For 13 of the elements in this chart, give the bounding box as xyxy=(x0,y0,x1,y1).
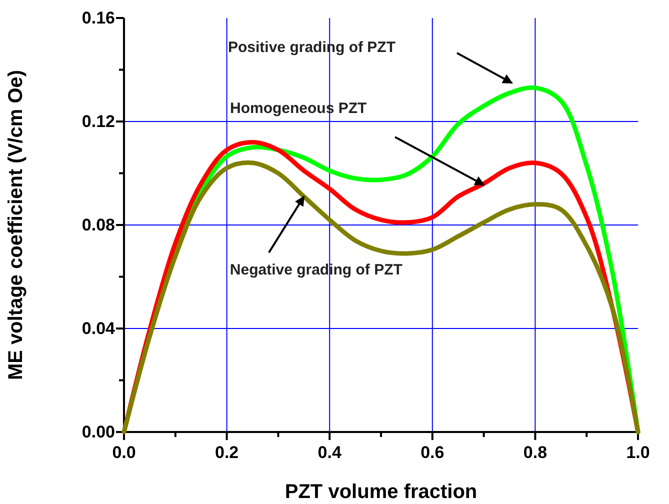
y-tick-label: 0.08 xyxy=(82,215,115,234)
x-tick-label: 0.0 xyxy=(112,443,136,462)
y-axis-title: ME voltage coefficient (V/cm Oe) xyxy=(5,70,27,380)
y-tick-label: 0.04 xyxy=(82,318,116,338)
x-tick-label: 1.0 xyxy=(626,443,650,462)
x-tick-label: 0.4 xyxy=(318,443,342,462)
y-tick-label: 0.00 xyxy=(82,422,115,442)
x-tick-label: 0.2 xyxy=(214,443,239,462)
x-axis-title: PZT volume fraction xyxy=(284,481,478,503)
x-tick-label: 0.6 xyxy=(420,443,444,462)
x-tick-label: 0.8 xyxy=(523,443,548,462)
y-tick-label: 0.12 xyxy=(82,112,115,131)
y-tick-label: 0.16 xyxy=(82,8,115,28)
